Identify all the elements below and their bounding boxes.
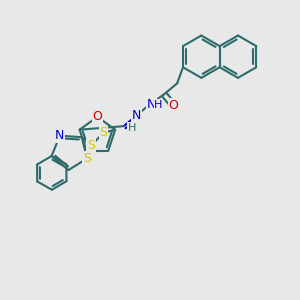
Text: N: N bbox=[55, 129, 64, 142]
Text: N: N bbox=[147, 98, 156, 111]
Text: H: H bbox=[128, 123, 136, 133]
Text: H: H bbox=[154, 100, 163, 110]
Text: S: S bbox=[99, 126, 107, 139]
Text: S: S bbox=[83, 152, 91, 165]
Text: N: N bbox=[132, 109, 142, 122]
Text: O: O bbox=[92, 110, 102, 123]
Text: S: S bbox=[87, 140, 95, 152]
Text: O: O bbox=[169, 99, 178, 112]
